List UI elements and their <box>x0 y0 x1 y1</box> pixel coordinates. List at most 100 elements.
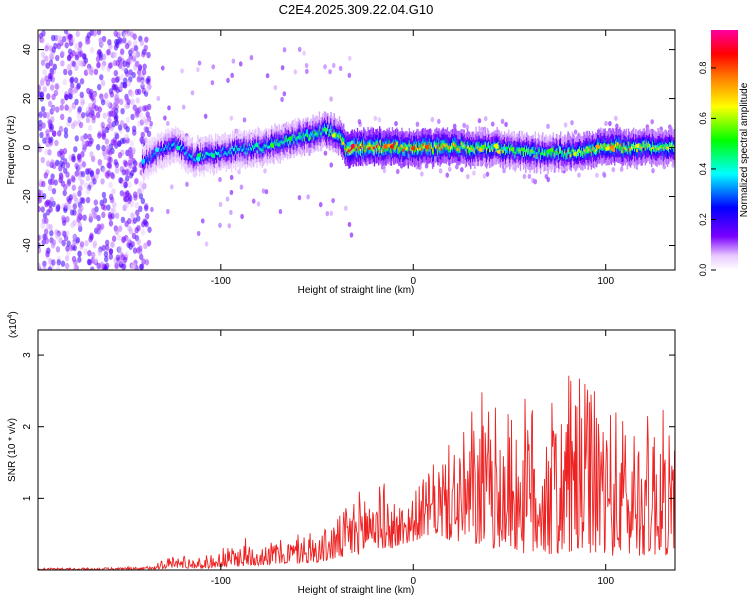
heatmap-cell <box>262 148 264 152</box>
heatmap-cell <box>100 64 106 71</box>
heatmap-cell <box>222 148 224 156</box>
heatmap-cell <box>374 145 377 149</box>
heatmap-cell <box>405 147 407 151</box>
heatmap-cell <box>54 139 59 147</box>
heatmap-cell <box>533 150 535 158</box>
heatmap-cell <box>578 149 580 157</box>
heatmap-cell <box>101 211 106 219</box>
heatmap-cell <box>45 112 51 119</box>
heatmap-cell <box>341 141 344 145</box>
heatmap-cell <box>644 147 647 151</box>
heatmap-cell <box>106 48 111 56</box>
heatmap-cell <box>363 139 365 147</box>
heatmap-cell <box>267 145 270 149</box>
heatmap-cell <box>415 143 417 147</box>
heatmap-cell <box>74 98 79 106</box>
heatmap-cell <box>568 149 570 153</box>
heatmap-cell <box>56 259 62 266</box>
heatmap-cell <box>323 64 327 70</box>
heatmap-cell <box>73 146 78 153</box>
heatmap-cell <box>343 141 345 145</box>
heatmap-cell <box>442 144 444 148</box>
heatmap-cell <box>507 146 509 150</box>
heatmap-cell <box>226 153 228 157</box>
snr-xlabel: Height of straight line (km) <box>298 585 415 596</box>
heatmap-cell <box>477 146 479 150</box>
heatmap-cell <box>532 150 534 153</box>
heatmap-cell <box>63 127 69 134</box>
heatmap-cell <box>225 152 227 156</box>
heatmap-cell <box>485 148 488 152</box>
heatmap-cell <box>279 142 281 146</box>
heatmap-cell <box>128 227 134 235</box>
heatmap-cell <box>42 137 47 144</box>
heatmap-cell <box>441 145 443 149</box>
heatmap-cell <box>114 167 120 174</box>
heatmap-cell <box>38 196 43 203</box>
heatmap-cell <box>350 147 352 151</box>
heatmap-cell <box>424 143 426 147</box>
heatmap-cell <box>492 149 494 153</box>
heatmap-cell <box>104 255 109 263</box>
heatmap-cell <box>407 147 409 154</box>
heatmap-cell <box>265 143 268 147</box>
heatmap-cell <box>400 144 402 148</box>
heatmap-cell <box>264 144 267 148</box>
heatmap-cell <box>580 150 582 154</box>
heatmap-cell <box>50 173 55 180</box>
heatmap-cell <box>304 133 307 137</box>
heatmap-cell <box>71 155 76 163</box>
heatmap-cell <box>137 188 142 195</box>
heatmap-cell <box>234 147 236 151</box>
heatmap-cell <box>114 228 120 236</box>
heatmap-cell <box>87 124 93 132</box>
heatmap-cell <box>208 153 211 157</box>
heatmap-cell <box>245 147 248 151</box>
heatmap-cell <box>56 266 61 270</box>
heatmap-cell <box>62 158 68 165</box>
heatmap-cell <box>50 84 55 91</box>
heatmap-cell <box>464 146 467 150</box>
heatmap-cell <box>238 147 240 151</box>
heatmap-cell <box>223 148 225 156</box>
heatmap-cell <box>368 147 370 150</box>
heatmap-cell <box>511 144 513 148</box>
heatmap-cell <box>546 123 550 129</box>
heatmap-cell <box>319 132 322 136</box>
x-tick-label: 100 <box>597 276 614 287</box>
heatmap-cell <box>67 48 73 55</box>
heatmap-cell <box>407 150 409 154</box>
heatmap-cell <box>229 189 234 196</box>
heatmap-cell <box>258 141 260 149</box>
heatmap-cell <box>365 144 367 152</box>
heatmap-cell <box>91 117 96 124</box>
heatmap-cell <box>567 149 569 153</box>
heatmap-cell <box>192 157 195 161</box>
heatmap-cell <box>460 142 462 146</box>
heatmap-cell <box>202 153 204 157</box>
heatmap-cell <box>540 148 543 156</box>
snr-scale-prefix: (x10 <box>8 318 19 338</box>
heatmap-cell <box>40 36 45 44</box>
heatmap-cell <box>74 170 79 177</box>
heatmap-cell <box>103 92 109 99</box>
heatmap-cell <box>418 146 420 149</box>
heatmap-cell <box>271 141 273 145</box>
snr-series-line <box>38 375 675 570</box>
y-tick-label: 2 <box>22 423 33 429</box>
heatmap-cell <box>120 216 126 224</box>
heatmap-cell <box>154 151 157 159</box>
heatmap-cell <box>74 54 80 61</box>
heatmap-cell <box>44 75 49 82</box>
x-tick-label: 100 <box>597 576 614 587</box>
heatmap-cell <box>650 119 654 125</box>
heatmap-cell <box>628 148 631 152</box>
heatmap-cell <box>633 144 635 148</box>
x-tick-label: 0 <box>410 276 416 287</box>
heatmap-cell <box>519 149 522 153</box>
heatmap-cell <box>490 149 492 153</box>
heatmap-cell <box>432 147 435 151</box>
heatmap-cell <box>83 57 89 64</box>
heatmap-cell <box>305 129 308 137</box>
heatmap-cell <box>146 51 151 59</box>
